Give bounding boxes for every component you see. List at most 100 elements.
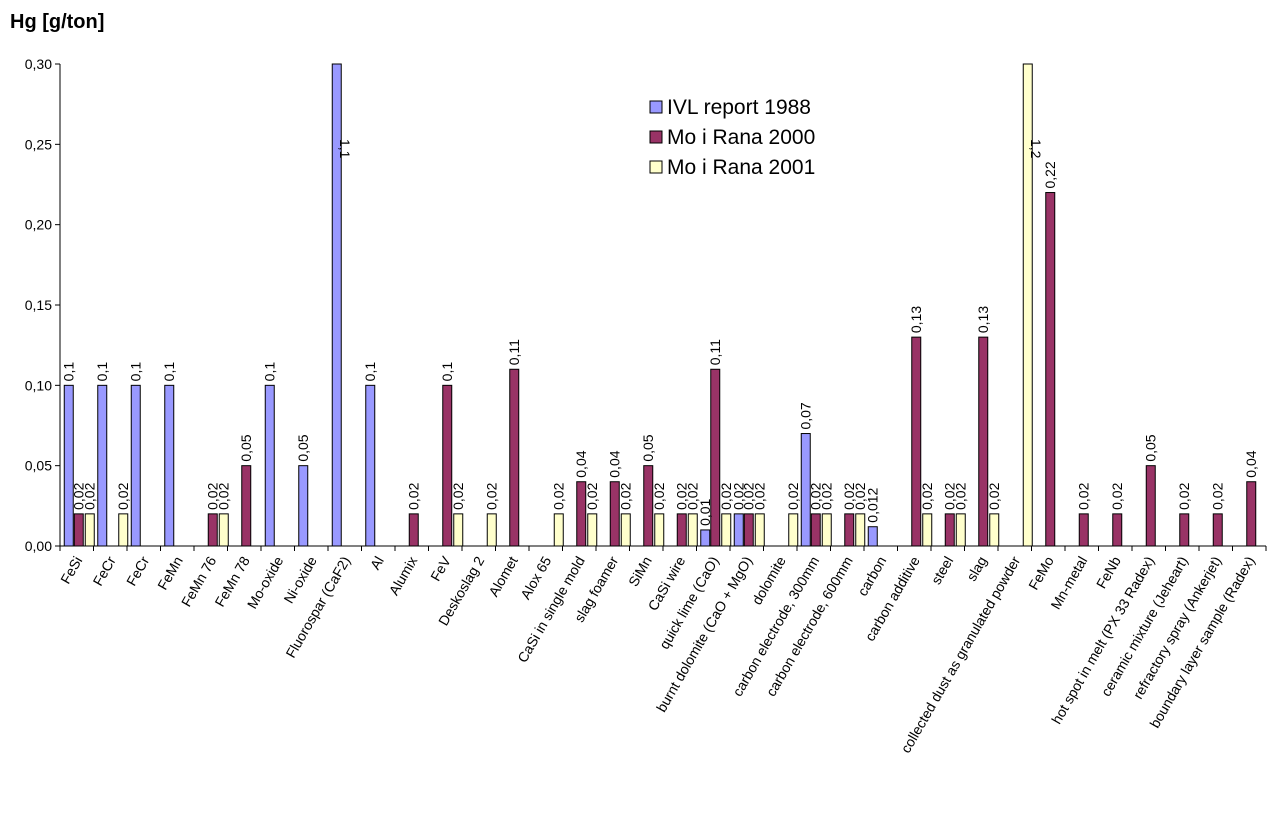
bar xyxy=(453,513,464,547)
bar xyxy=(743,513,754,547)
x-tick-label: collected dust as granulated powder xyxy=(897,553,1023,755)
bar xyxy=(844,513,855,547)
bar xyxy=(944,513,955,547)
data-label: 0,02 xyxy=(1210,482,1226,509)
bar xyxy=(241,465,252,547)
data-label: 0,05 xyxy=(295,434,311,461)
x-tick-label: Alox 65 xyxy=(517,553,554,602)
bar xyxy=(855,513,866,547)
data-label: 0,1 xyxy=(161,362,177,382)
data-label: 0,1 xyxy=(94,362,110,382)
x-tick-label: Al xyxy=(367,554,387,573)
bar xyxy=(1145,465,1156,547)
data-label: 0,02 xyxy=(685,482,701,509)
data-label: 0,05 xyxy=(640,434,656,461)
data-label: 0,1 xyxy=(362,362,378,382)
bar xyxy=(800,433,811,547)
data-label: 0,02 xyxy=(741,482,757,509)
bar xyxy=(654,513,665,547)
data-label: 1,1 xyxy=(337,139,353,159)
bar xyxy=(700,529,711,547)
bars xyxy=(63,63,1257,547)
data-label: 0,02 xyxy=(808,482,824,509)
bar xyxy=(73,513,84,547)
data-label: 0,05 xyxy=(1143,434,1159,461)
x-tick-label: FeMn xyxy=(154,554,186,593)
bar xyxy=(587,513,598,547)
x-tick-label: slag xyxy=(963,554,990,584)
data-label: 0,02 xyxy=(718,482,734,509)
x-tick-label: Alumix xyxy=(385,554,420,598)
data-label: 0,02 xyxy=(1076,482,1092,509)
data-label: 0,02 xyxy=(852,482,868,509)
data-label: 0,1 xyxy=(439,362,455,382)
data-label: 0,11 xyxy=(707,339,723,365)
x-tick-label: SiMn xyxy=(625,554,655,590)
bar xyxy=(1078,513,1089,547)
legend-label: IVL report 1988 xyxy=(667,96,811,119)
x-tick-label: FeCr xyxy=(89,553,119,588)
bar xyxy=(264,384,275,547)
y-tick-label: 0,00 xyxy=(25,538,52,554)
data-label: 0,1 xyxy=(61,362,77,382)
data-label: 0,02 xyxy=(450,482,466,509)
y-tick-label: 0,20 xyxy=(25,217,52,233)
data-label: 0,02 xyxy=(785,482,801,509)
bar xyxy=(810,513,821,547)
data-label: 0,01 xyxy=(697,498,713,525)
bar xyxy=(442,384,453,547)
legend-label: Mo i Rana 2001 xyxy=(667,156,815,179)
bar xyxy=(553,513,564,547)
bar xyxy=(130,384,141,547)
data-label: 0,04 xyxy=(1243,450,1259,477)
bar xyxy=(1022,63,1033,547)
chart-title: Hg [g/ton] xyxy=(10,11,105,33)
y-tick-label: 0,30 xyxy=(25,56,52,72)
bar xyxy=(733,513,744,547)
bar xyxy=(298,465,309,547)
data-label: 0,02 xyxy=(651,482,667,509)
x-tick-label: Alomet xyxy=(485,553,521,599)
data-label: 0,02 xyxy=(551,482,567,509)
data-label: 0,13 xyxy=(908,306,924,333)
data-label: 0,05 xyxy=(238,434,254,461)
bar xyxy=(576,481,587,547)
x-tick-label: FeNb xyxy=(1093,553,1124,591)
y-tick-label: 0,15 xyxy=(25,297,52,313)
y-tick-label: 0,25 xyxy=(25,136,52,152)
data-label: 0,02 xyxy=(484,482,500,509)
data-label: 0,02 xyxy=(953,482,969,509)
data-label: 0,02 xyxy=(82,482,98,509)
bar xyxy=(63,384,74,547)
data-label: 0,02 xyxy=(618,482,634,509)
data-labels: 0,1 0,1 0,1 0,1 0,1 0,05 1,1 0,1 0,01 0,02 0,07 0,0… xyxy=(61,139,1260,526)
data-label: 0,02 xyxy=(584,482,600,509)
bar xyxy=(84,513,95,547)
data-label: 0,02 xyxy=(205,482,221,509)
data-label: 0,22 xyxy=(1042,161,1058,188)
x-tick-label: FeV xyxy=(427,553,454,584)
bar xyxy=(118,513,129,547)
data-label: 1,2 xyxy=(1028,139,1044,159)
legend: IVL report 1988 Mo i Rana 2000 Mo i Rana 2… xyxy=(649,96,815,179)
data-label: 0,13 xyxy=(975,306,991,333)
bar xyxy=(978,336,989,547)
bar xyxy=(788,513,799,547)
bar xyxy=(911,336,922,547)
bar xyxy=(721,513,732,547)
data-label: 0,02 xyxy=(731,482,747,509)
bar xyxy=(1212,513,1223,547)
bar xyxy=(509,368,520,547)
bar xyxy=(989,513,1000,547)
bar xyxy=(922,513,933,547)
data-label: 0,02 xyxy=(406,482,422,509)
x-tick-label: FeMo xyxy=(1025,553,1057,592)
bar xyxy=(676,513,687,547)
data-label: 0,02 xyxy=(919,482,935,509)
bar xyxy=(207,513,218,547)
data-label: 0,02 xyxy=(115,482,131,509)
legend-swatch xyxy=(649,100,663,114)
data-label: 0,04 xyxy=(573,450,589,477)
legend-swatch xyxy=(649,130,663,144)
